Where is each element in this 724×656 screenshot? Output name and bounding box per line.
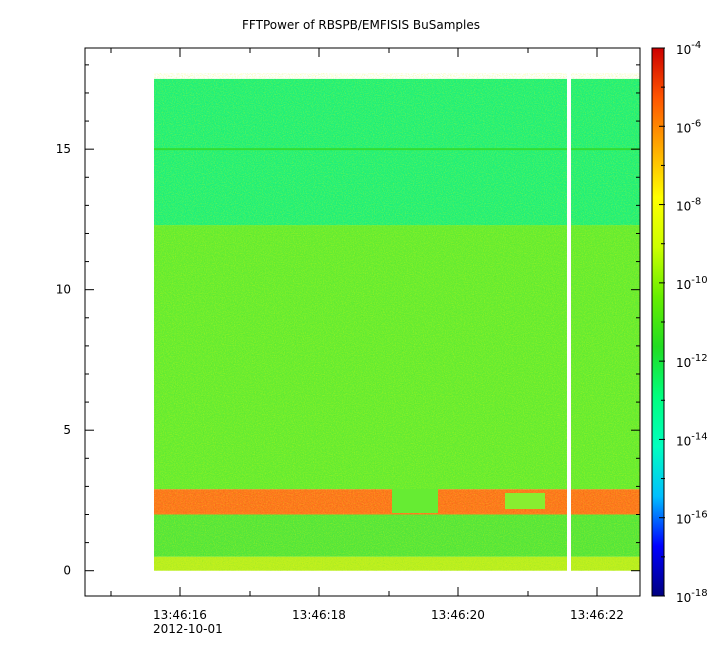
x-tick-label: 13:46:22: [570, 608, 624, 622]
colorbar: 10-4 10-6 10-8 10-10 10-12 10-14 10-16 10-18: [651, 40, 708, 605]
y-tick-label: 5: [63, 423, 71, 437]
colorbar-tick-label: 10-8: [676, 197, 701, 214]
noise-texture-dark: [154, 73, 640, 571]
y-tick-label: 15: [56, 142, 71, 156]
x-tick-label: 13:46:20: [431, 608, 485, 622]
colorbar-tick-label: 10-18: [676, 588, 708, 605]
y-axis: 0 5 10 15: [56, 64, 640, 578]
plot-frame: [84, 47, 641, 597]
band-gap-2: [505, 493, 545, 509]
x-axis: 13:46:16 13:46:18 13:46:20 13:46:22: [110, 48, 624, 622]
colorbar-tick-label: 10-14: [676, 431, 708, 448]
y-tick-label: 0: [63, 564, 71, 578]
band-gap-1: [392, 489, 438, 513]
x-date-label: 2012-10-01: [153, 622, 223, 636]
colorbar-tick-label: 10-6: [676, 118, 701, 135]
colorbar-tick-label: 10-16: [676, 510, 708, 527]
x-tick-label: 13:46:18: [292, 608, 346, 622]
colorbar-tick-label: 10-4: [676, 40, 701, 57]
colorbar-tick-label: 10-12: [676, 353, 708, 370]
colorbar-ticks: 10-4 10-6 10-8 10-10 10-12 10-14 10-16 10-18: [659, 40, 708, 605]
x-tick-label: 13:46:16: [153, 608, 207, 622]
data-gap-line: [567, 73, 571, 571]
colorbar-tick-label: 10-10: [676, 275, 708, 292]
plot-area: [154, 73, 640, 571]
chart-title: FFTPower of RBSPB/EMFISIS BuSamples: [242, 18, 480, 32]
y-tick-label: 10: [56, 283, 71, 297]
